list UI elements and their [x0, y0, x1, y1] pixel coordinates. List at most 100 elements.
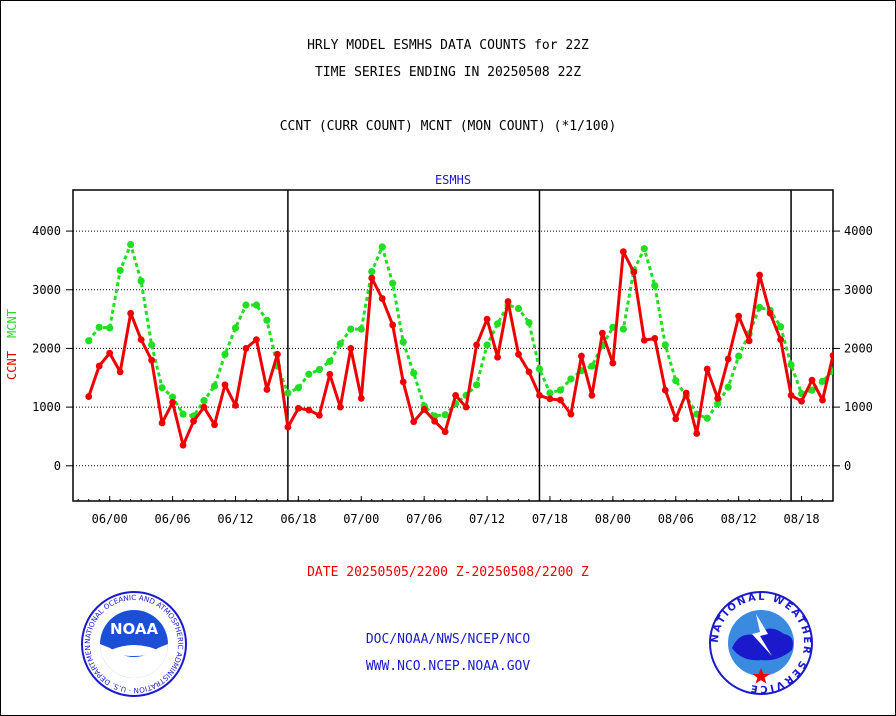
mcnt-data-point: [483, 341, 491, 349]
mcnt-data-point: [210, 382, 219, 390]
ccnt-data-point: [787, 391, 795, 399]
ccnt-data-point: [200, 403, 208, 411]
mcnt-data-point: [336, 340, 344, 348]
ccnt-data-point: [630, 268, 638, 276]
x-tick-label: 06/00: [92, 512, 128, 526]
x-tick-label: 07/00: [343, 512, 379, 526]
ccnt-data-point: [546, 395, 554, 403]
ccnt-data-point: [483, 315, 491, 323]
mcnt-data-point: [357, 325, 365, 333]
mcnt-data-point: [818, 377, 827, 385]
ccnt-data-point: [525, 368, 533, 376]
y-tick-label-left: 4000: [32, 224, 61, 238]
x-tick-label: 07/12: [469, 512, 505, 526]
mcnt-data-point: [651, 282, 659, 290]
y-tick-label-right: 4000: [844, 224, 873, 238]
ccnt-data-point: [137, 336, 145, 344]
mcnt-data-point: [714, 399, 722, 408]
plot-title: ESMHS: [435, 173, 471, 187]
mcnt-data-point: [399, 338, 407, 346]
ccnt-data-point: [242, 345, 250, 352]
ccnt-data-point: [808, 376, 816, 384]
y-tick-label-left: 1000: [32, 400, 61, 414]
y-axis-label-mcnt: MCNT: [5, 309, 19, 338]
ccnt-data-point: [682, 389, 690, 397]
mcnt-data-point: [619, 325, 627, 333]
x-tick-label: 07/06: [406, 512, 442, 526]
mcnt-data-point: [368, 267, 376, 276]
mcnt-data-point: [556, 386, 565, 394]
ccnt-data-point: [588, 391, 596, 399]
ccnt-data-point: [305, 406, 313, 414]
ccnt-data-point: [169, 399, 176, 406]
mcnt-data-point: [127, 240, 135, 249]
mcnt-data-point: [703, 414, 711, 422]
ccnt-data-point: [703, 365, 711, 373]
chart-title-line1: HRLY MODEL ESMHS DATA COUNTS for 22Z: [307, 38, 589, 53]
ccnt-data-point: [158, 419, 166, 427]
ccnt-data-point: [714, 394, 722, 402]
mcnt-data-point: [567, 375, 575, 383]
y-tick-label-right: 2000: [844, 341, 873, 355]
ccnt-data-point: [221, 381, 229, 389]
noaa-logo-word: NOAA: [110, 620, 159, 638]
ccnt-data-point: [536, 391, 543, 399]
mcnt-data-point: [808, 386, 816, 394]
ccnt-data-point: [357, 394, 365, 402]
mcnt-data-point: [535, 365, 544, 373]
mcnt-data-point: [315, 365, 323, 374]
x-tick-label: 08/00: [595, 512, 631, 526]
ccnt-data-point: [211, 421, 218, 429]
ccnt-data-point: [504, 298, 512, 305]
mcnt-data-point: [221, 350, 229, 358]
ccnt-data-point: [431, 417, 439, 425]
noaa-logo: NATIONAL OCEANIC AND ATMOSPHERIC ADMINIS…: [80, 590, 187, 697]
ccnt-data-point: [378, 295, 386, 302]
ccnt-data-point: [609, 359, 617, 367]
mcnt-data-point: [85, 337, 93, 345]
mcnt-series-line: [87, 243, 833, 420]
ccnt-data-point: [179, 441, 187, 449]
ccnt-data-point: [798, 397, 805, 405]
y-tick-label-right: 1000: [844, 400, 873, 414]
mcnt-data-point: [263, 316, 271, 324]
x-tick-label: 08/06: [658, 512, 694, 526]
mcnt-data-point: [661, 341, 669, 349]
ccnt-data-point: [829, 352, 833, 359]
ccnt-data-point: [578, 352, 585, 360]
ccnt-data-point: [557, 396, 564, 404]
ccnt-data-point: [567, 410, 575, 418]
ccnt-data-point: [441, 428, 449, 436]
ccnt-data-point: [661, 386, 669, 394]
ccnt-data-point: [452, 391, 460, 399]
ccnt-data-point: [95, 362, 103, 370]
ccnt-data-point: [127, 309, 135, 317]
ccnt-data-point: [368, 274, 376, 282]
mcnt-data-point: [410, 369, 418, 377]
mcnt-data-point: [546, 389, 554, 397]
mcnt-data-point: [200, 397, 208, 405]
nws-logo: NATIONAL WEATHER SERVICE: [709, 591, 813, 695]
x-tick-label: 07/18: [532, 512, 568, 526]
plot-area: [72, 189, 834, 502]
ccnt-data-point: [735, 312, 743, 320]
series-group: [85, 240, 833, 449]
mcnt-data-point: [252, 301, 261, 309]
mcnt-data-point: [472, 381, 481, 389]
x-tick-label: 06/06: [155, 512, 191, 526]
ccnt-data-point: [284, 423, 292, 431]
ccnt-data-point: [693, 430, 701, 437]
ccnt-data-point: [766, 309, 774, 317]
mcnt-data-point: [137, 277, 145, 285]
y-tick-label-left: 0: [54, 459, 61, 473]
mcnt-data-point: [735, 352, 743, 360]
ccnt-data-point: [190, 417, 197, 425]
mcnt-data-point: [294, 384, 302, 392]
mcnt-data-point: [158, 384, 166, 392]
ccnt-data-point: [315, 411, 323, 419]
x-tick-label: 06/18: [280, 512, 316, 526]
x-axis-label: DATE 20250505/2200 Z-20250508/2200 Z: [307, 565, 589, 580]
ccnt-data-point: [253, 336, 260, 344]
url-line[interactable]: WWW.NCO.NCEP.NOAA.GOV: [365, 659, 531, 674]
